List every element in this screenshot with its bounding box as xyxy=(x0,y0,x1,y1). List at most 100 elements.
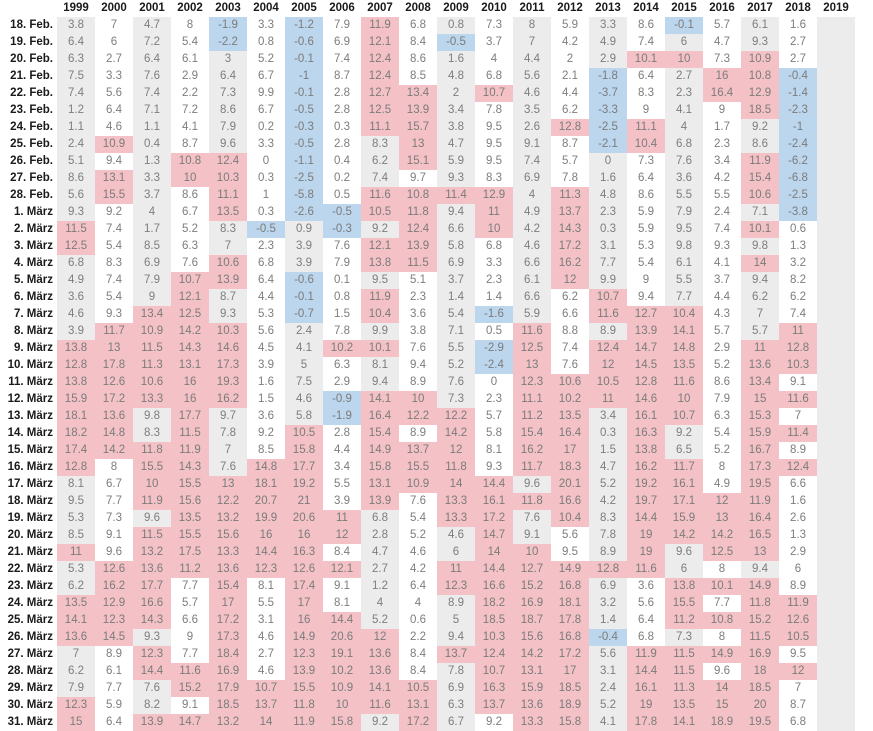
value-cell: 17.2 xyxy=(551,238,589,255)
value-cell: 13.2 xyxy=(209,510,247,527)
value-cell: 8.9 xyxy=(95,646,133,663)
value-cell: 14 xyxy=(703,680,741,697)
value-cell: 14.7 xyxy=(627,340,665,357)
value-cell: 12.2 xyxy=(209,493,247,510)
value-cell: 8.4 xyxy=(399,34,437,51)
date-label: 28. März xyxy=(7,665,53,677)
value-cell xyxy=(817,323,855,340)
value-cell: 10.7 xyxy=(475,85,513,102)
value-cell: 5.5 xyxy=(247,595,285,612)
value-cell: 7.8 xyxy=(475,102,513,119)
value-cell: 9.1 xyxy=(513,136,551,153)
value-cell: 13.6 xyxy=(361,663,399,680)
value-cell: 7.7 xyxy=(171,578,209,595)
table-row: 24. Feb. 1.1 4.6 1.1 4.1 7.9 0.2 -0.3 0.3 11.1 15.… xyxy=(0,119,855,136)
value-cell: 3.4 xyxy=(323,459,361,476)
value-cell: 11.5 xyxy=(665,646,703,663)
value-cell: 4.6 xyxy=(57,306,95,323)
value-cell: 1.5 xyxy=(589,442,627,459)
value-cell: 2.8 xyxy=(323,136,361,153)
value-cell: 7.8 xyxy=(209,425,247,442)
value-cell: 1.6 xyxy=(589,170,627,187)
value-cell: 13.4 xyxy=(399,85,437,102)
value-cell: 6.1 xyxy=(171,51,209,68)
value-cell: 10.3 xyxy=(209,323,247,340)
value-cell xyxy=(817,714,855,731)
value-cell: 6.3 xyxy=(437,697,475,714)
value-cell: 12.8 xyxy=(779,340,817,357)
value-cell: 4.7 xyxy=(703,34,741,51)
value-cell: 3.1 xyxy=(247,612,285,629)
value-cell: 5 xyxy=(437,612,475,629)
value-cell: 13.1 xyxy=(399,697,437,714)
value-cell: 7.7 xyxy=(95,680,133,697)
value-cell xyxy=(817,408,855,425)
value-cell xyxy=(817,34,855,51)
value-cell: 6.2 xyxy=(779,289,817,306)
value-cell: 17 xyxy=(551,442,589,459)
value-cell: 0.8 xyxy=(323,289,361,306)
value-cell: 7.8 xyxy=(323,323,361,340)
value-cell: 8.6 xyxy=(399,51,437,68)
value-cell: 4 xyxy=(665,119,703,136)
date-label: 9. März xyxy=(14,342,53,354)
value-cell: 10.7 xyxy=(247,680,285,697)
value-cell: 6.9 xyxy=(437,255,475,272)
date-label: 26. März xyxy=(7,631,53,643)
value-cell: 13.7 xyxy=(247,697,285,714)
value-cell: 17.2 xyxy=(399,714,437,731)
value-cell: 11.6 xyxy=(589,306,627,323)
value-cell: 11.6 xyxy=(513,323,551,340)
value-cell: -1.9 xyxy=(209,17,247,34)
value-cell: 10.7 xyxy=(665,408,703,425)
value-cell: 13.9 xyxy=(285,663,323,680)
value-cell: 16.8 xyxy=(551,629,589,646)
value-cell: 15.6 xyxy=(513,629,551,646)
value-cell: 7.6 xyxy=(133,68,171,85)
value-cell: 0.2 xyxy=(247,119,285,136)
value-cell: 4.8 xyxy=(437,68,475,85)
value-cell: 0.2 xyxy=(323,170,361,187)
value-cell xyxy=(817,357,855,374)
value-cell: 8.3 xyxy=(95,255,133,272)
value-cell: -2.4 xyxy=(475,357,513,374)
value-cell: 10 xyxy=(399,391,437,408)
value-cell: 1.3 xyxy=(133,153,171,170)
value-cell: 7.1 xyxy=(437,323,475,340)
value-cell: -2.5 xyxy=(589,119,627,136)
year-header: 2011 xyxy=(519,2,545,14)
date-label: 29. März xyxy=(7,682,53,694)
value-cell: 4 xyxy=(399,595,437,612)
value-cell: 6.7 xyxy=(247,102,285,119)
value-cell: -2.9 xyxy=(475,340,513,357)
value-cell: 6.8 xyxy=(247,255,285,272)
value-cell: -1.2 xyxy=(285,17,323,34)
value-cell: 4.4 xyxy=(703,289,741,306)
value-cell: 15.6 xyxy=(171,493,209,510)
value-cell: 5.7 xyxy=(475,408,513,425)
table-row: 14. März 18.2 14.8 8.3 11.5 7.8 9.2 10.5 2.8 15.4… xyxy=(0,425,855,442)
value-cell: 13.4 xyxy=(741,374,779,391)
value-cell: 8.9 xyxy=(779,578,817,595)
value-cell xyxy=(817,680,855,697)
value-cell: 10.3 xyxy=(209,170,247,187)
value-cell: 7.4 xyxy=(323,51,361,68)
value-cell: 6.8 xyxy=(779,714,817,731)
value-cell: 4.1 xyxy=(285,340,323,357)
table-row: 1. März 9.3 9.2 4 6.7 13.5 0.3 -2.6 -0.5 10.5 11.8… xyxy=(0,204,855,221)
value-cell: 2.4 xyxy=(57,136,95,153)
value-cell: 10.3 xyxy=(475,629,513,646)
value-cell: 10 xyxy=(323,697,361,714)
date-label: 5. März xyxy=(14,274,53,286)
value-cell: 17 xyxy=(551,663,589,680)
value-cell: 17 xyxy=(285,595,323,612)
value-cell: 9.8 xyxy=(665,238,703,255)
value-cell: 4 xyxy=(361,595,399,612)
value-cell: 5.6 xyxy=(513,68,551,85)
value-cell: 9 xyxy=(171,629,209,646)
value-cell: 9.5 xyxy=(361,272,399,289)
year-header: 2000 xyxy=(101,2,127,14)
value-cell: 12 xyxy=(361,629,399,646)
value-cell: 7.5 xyxy=(285,374,323,391)
value-cell: 5.7 xyxy=(171,595,209,612)
